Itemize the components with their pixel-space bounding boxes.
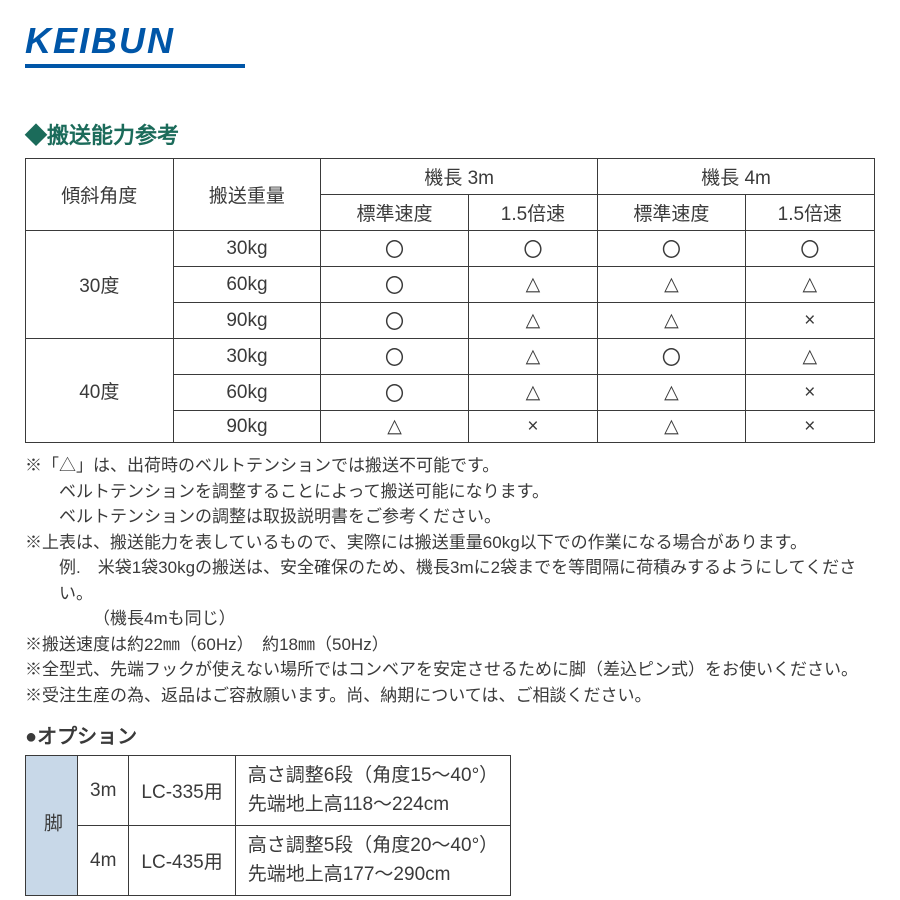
option-spec-line: 高さ調整5段（角度20〜40°） (248, 835, 498, 856)
cell-val: 〇 (468, 231, 597, 267)
cell-val: 〇 (745, 231, 874, 267)
logo-text: KEIBUN (25, 20, 875, 62)
cell-val: △ (468, 267, 597, 303)
col-4m: 機長 4m (598, 159, 875, 195)
section-title-option: ●オプション (25, 720, 875, 749)
cell-weight: 30kg (173, 339, 321, 375)
note-line: ベルトテンションの調整は取扱説明書をご参考ください。 (25, 504, 875, 530)
col-4m-15x: 1.5倍速 (745, 195, 874, 231)
cell-val: △ (598, 411, 746, 443)
note-line: ※上表は、搬送能力を表しているもので、実際には搬送重量60kg以下での作業になる… (25, 530, 875, 556)
col-4m-std: 標準速度 (598, 195, 746, 231)
cell-val: 〇 (321, 231, 469, 267)
cell-val: △ (468, 303, 597, 339)
cell-weight: 30kg (173, 231, 321, 267)
cell-val: × (468, 411, 597, 443)
option-row: 4m LC-435用 高さ調整5段（角度20〜40°） 先端地上高177〜290… (26, 826, 511, 896)
col-3m-std: 標準速度 (321, 195, 469, 231)
table-row: 30度 30kg 〇 〇 〇 〇 (26, 231, 875, 267)
cell-val: △ (745, 339, 874, 375)
cell-val: 〇 (598, 231, 746, 267)
cell-val: × (745, 411, 874, 443)
cell-weight: 90kg (173, 303, 321, 339)
table-row: 40度 30kg 〇 △ 〇 △ (26, 339, 875, 375)
cell-val: △ (468, 339, 597, 375)
cell-val: × (745, 375, 874, 411)
cell-val: 〇 (321, 375, 469, 411)
cell-val: △ (468, 375, 597, 411)
note-line: ※「△」は、出荷時のベルトテンションでは搬送不可能です。 (25, 453, 875, 479)
option-vert-label: 脚 (26, 756, 78, 896)
option-table: 脚 3m LC-335用 高さ調整6段（角度15〜40°） 先端地上高118〜2… (25, 755, 511, 896)
cell-val: △ (321, 411, 469, 443)
cell-weight: 60kg (173, 375, 321, 411)
note-line: ベルトテンションを調整することによって搬送可能になります。 (25, 479, 875, 505)
note-line: ※全型式、先端フックが使えない場所ではコンベアを安定させるために脚（差込ピン式）… (25, 657, 875, 683)
cell-val: △ (598, 267, 746, 303)
cell-val: 〇 (321, 303, 469, 339)
cell-val: × (745, 303, 874, 339)
capacity-table: 傾斜角度 搬送重量 機長 3m 機長 4m 標準速度 1.5倍速 標準速度 1.… (25, 158, 875, 443)
option-len: 3m (78, 756, 129, 826)
option-spec-line: 先端地上高177〜290cm (248, 864, 451, 885)
option-model: LC-335用 (129, 756, 235, 826)
col-3m-15x: 1.5倍速 (468, 195, 597, 231)
cell-val: △ (598, 303, 746, 339)
cell-val: △ (598, 375, 746, 411)
option-row: 脚 3m LC-335用 高さ調整6段（角度15〜40°） 先端地上高118〜2… (26, 756, 511, 826)
cell-angle: 40度 (26, 339, 174, 443)
option-len: 4m (78, 826, 129, 896)
note-line: ※搬送速度は約22㎜（60Hz） 約18㎜（50Hz） (25, 632, 875, 658)
cell-val: △ (745, 267, 874, 303)
col-3m: 機長 3m (321, 159, 598, 195)
section-title-capacity: ◆搬送能力参考 (25, 118, 875, 150)
note-line: 例. 米袋1袋30kgの搬送は、安全確保のため、機長3mに2袋までを等間隔に荷積… (25, 555, 875, 606)
cell-weight: 90kg (173, 411, 321, 443)
col-angle: 傾斜角度 (26, 159, 174, 231)
cell-weight: 60kg (173, 267, 321, 303)
col-weight: 搬送重量 (173, 159, 321, 231)
cell-val: 〇 (321, 267, 469, 303)
note-line: （機長4mも同じ） (25, 606, 875, 632)
table-header-row: 傾斜角度 搬送重量 機長 3m 機長 4m (26, 159, 875, 195)
cell-angle: 30度 (26, 231, 174, 339)
cell-val: 〇 (321, 339, 469, 375)
option-spec: 高さ調整6段（角度15〜40°） 先端地上高118〜224cm (235, 756, 510, 826)
logo: KEIBUN (25, 20, 875, 68)
option-model: LC-435用 (129, 826, 235, 896)
option-spec: 高さ調整5段（角度20〜40°） 先端地上高177〜290cm (235, 826, 510, 896)
option-spec-line: 高さ調整6段（角度15〜40°） (248, 765, 498, 786)
logo-underline (25, 64, 245, 68)
notes-block: ※「△」は、出荷時のベルトテンションでは搬送不可能です。 ベルトテンションを調整… (25, 453, 875, 708)
option-spec-line: 先端地上高118〜224cm (248, 794, 449, 815)
cell-val: 〇 (598, 339, 746, 375)
note-line: ※受注生産の為、返品はご容赦願います。尚、納期については、ご相談ください。 (25, 683, 875, 709)
